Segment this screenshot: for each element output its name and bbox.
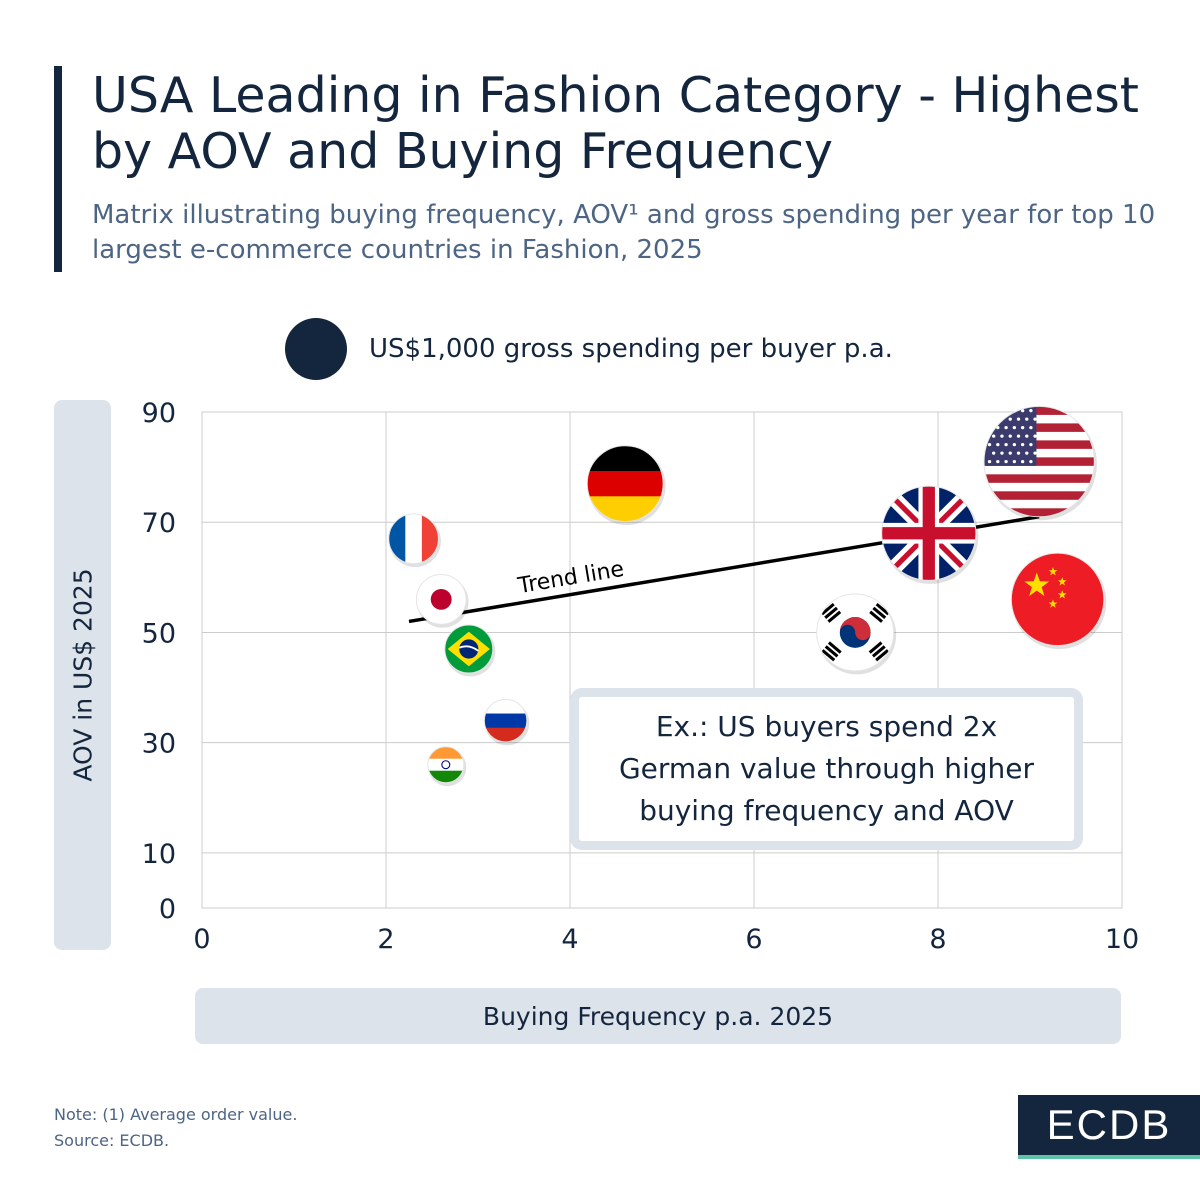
plot-frame	[201, 411, 1123, 909]
x-tick-label: 2	[377, 924, 394, 955]
bubble-outline	[388, 513, 439, 565]
y-axis-label-background	[54, 400, 111, 950]
bubble-outline	[415, 574, 467, 625]
legend: US$1,000 gross spending per buyer p.a.	[285, 318, 893, 380]
bubble-outline	[586, 445, 664, 523]
y-tick-label: 90	[142, 398, 176, 429]
y-tick-label: 70	[142, 508, 176, 539]
bubble-outline	[427, 746, 465, 784]
y-tick-label: 0	[159, 894, 176, 925]
russia-flag-icon	[484, 699, 527, 742]
france-flag-icon	[388, 513, 439, 564]
callout-text: Ex.: US buyers spend 2x German value thr…	[618, 710, 1035, 827]
china-flag-icon	[1011, 553, 1104, 646]
bubble-outline	[816, 593, 895, 672]
footer-note: Note: (1) Average order value.	[54, 1105, 298, 1124]
callout-box: Ex.: US buyers spend 2x German value thr…	[570, 688, 1083, 850]
x-tick-label: 8	[929, 924, 946, 955]
x-tick-label: 0	[193, 924, 210, 955]
south-korea-flag-icon	[816, 593, 894, 671]
ecdb-logo: ECDB	[1018, 1095, 1200, 1159]
x-tick-label: 4	[561, 924, 578, 955]
bubble-outline	[483, 698, 528, 743]
india-flag-icon	[427, 746, 464, 783]
bubble-outline	[983, 405, 1095, 518]
logo-text: ECDB	[1046, 1101, 1172, 1148]
brazil-flag-icon	[444, 624, 493, 673]
x-axis-label-background: Buying Frequency p.a. 2025	[195, 988, 1121, 1044]
bubble-outline	[444, 624, 494, 674]
x-tick-label: 10	[1105, 924, 1139, 955]
uk-flag-icon	[881, 486, 976, 581]
x-axis-label: Buying Frequency p.a. 2025	[482, 1001, 834, 1031]
legend-bubble-icon	[285, 318, 347, 380]
y-tick-label: 30	[142, 729, 176, 760]
title-accent-bar	[54, 66, 62, 272]
bubble-outline	[881, 485, 977, 581]
bubble-outline	[1010, 552, 1105, 647]
page-title: USA Leading in Fashion Category - Highes…	[92, 67, 1139, 180]
footer-notes: Note: (1) Average order value. Source: E…	[54, 1102, 297, 1154]
japan-flag-icon	[416, 574, 467, 625]
y-axis-label: AOV in US$ 2025	[68, 568, 98, 782]
y-tick-label: 10	[142, 839, 176, 870]
x-tick-label: 6	[745, 924, 762, 955]
us-flag-icon	[984, 406, 1095, 517]
footer-source: Source: ECDB.	[54, 1131, 170, 1150]
page-subtitle: Matrix illustrating buying frequency, AO…	[92, 200, 1156, 265]
y-tick-label: 50	[142, 618, 176, 649]
legend-label: US$1,000 gross spending per buyer p.a.	[369, 334, 893, 364]
